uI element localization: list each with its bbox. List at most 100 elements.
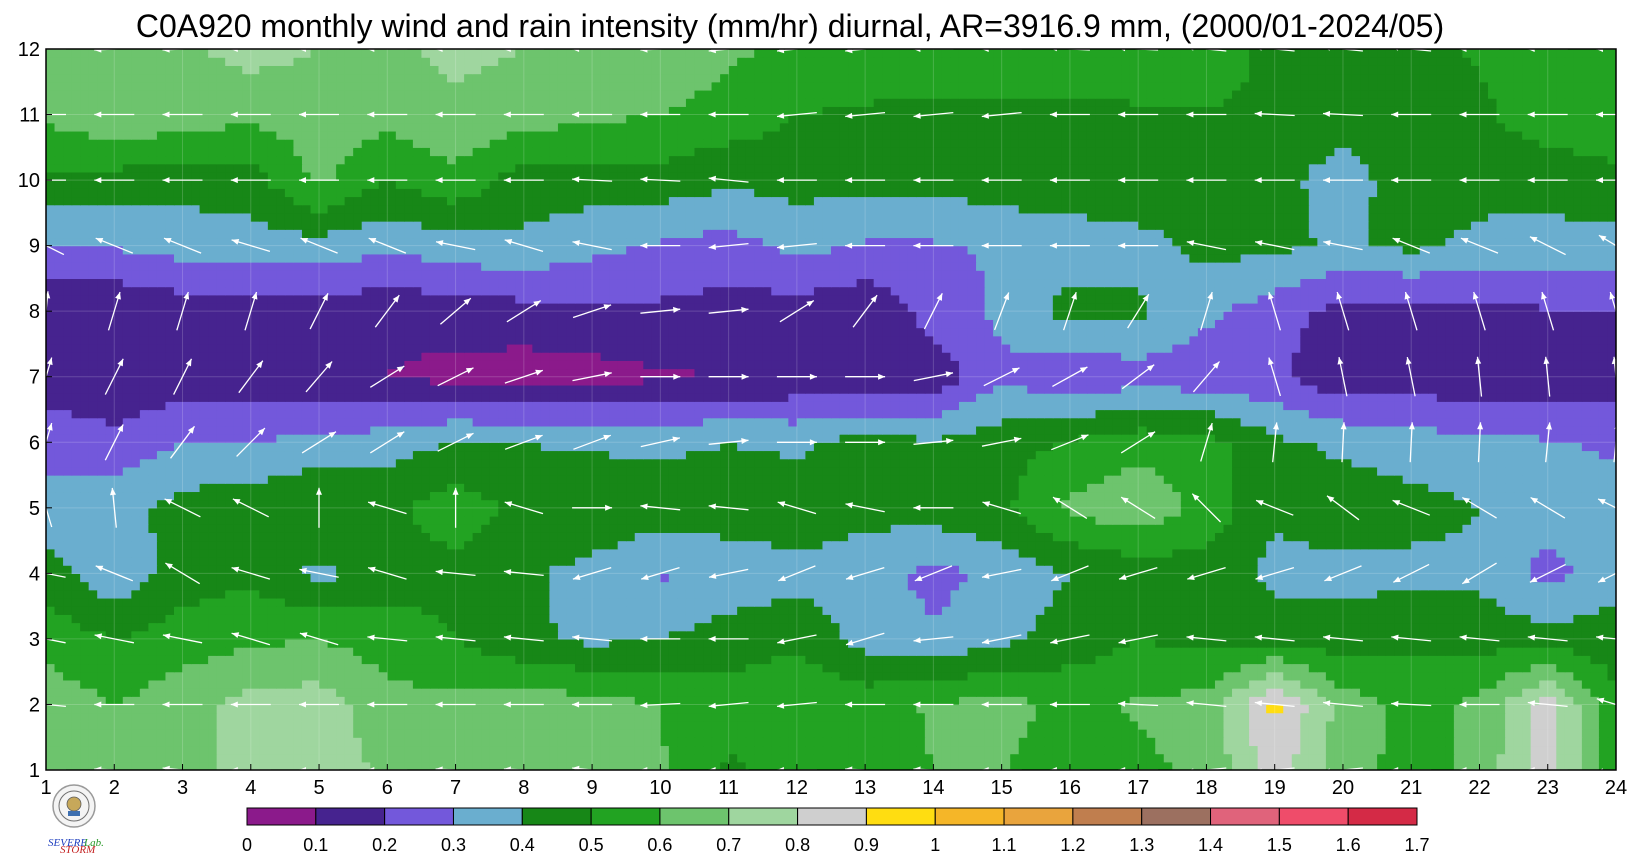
field-cell: [1505, 745, 1515, 755]
field-cell: [1436, 729, 1446, 738]
field-cell: [976, 573, 986, 583]
field-cell: [788, 753, 798, 763]
field-cell: [412, 688, 423, 697]
field-cell: [566, 696, 576, 706]
field-cell: [1581, 565, 1591, 574]
field-cell: [1001, 663, 1011, 673]
field-cell: [156, 671, 167, 681]
field-cell: [1001, 581, 1011, 591]
field-cell: [225, 556, 235, 566]
field-cell: [976, 647, 986, 656]
field-cell: [805, 761, 815, 770]
field-cell: [600, 573, 610, 583]
field-cell: [293, 737, 303, 747]
field-cell: [1052, 704, 1062, 714]
field-cell: [1300, 589, 1310, 599]
field-cell: [540, 737, 551, 747]
field-cell: [711, 565, 721, 574]
field-cell: [489, 688, 499, 697]
field-cell: [1462, 688, 1472, 697]
field-cell: [208, 622, 218, 632]
field-cell: [353, 688, 363, 697]
field-cell: [958, 688, 969, 697]
field-cell: [1564, 565, 1574, 574]
field-cell: [592, 720, 602, 730]
field-cell: [1223, 688, 1233, 697]
field-cell: [703, 696, 713, 706]
field-cell: [873, 573, 883, 583]
field-cell: [404, 729, 414, 738]
field-cell: [1035, 581, 1045, 591]
field-cell: [1436, 688, 1446, 697]
field-cell: [1488, 638, 1498, 648]
field-cell: [233, 548, 243, 558]
field-cell: [993, 573, 1003, 583]
field-cell: [1513, 671, 1523, 681]
field-cell: [353, 565, 363, 574]
field-cell: [634, 630, 644, 640]
field-cell: [1274, 597, 1284, 607]
field-cell: [1470, 696, 1481, 706]
field-cell: [353, 606, 363, 615]
field-cell: [1590, 655, 1600, 665]
field-cell: [933, 761, 943, 770]
field-cell: [822, 729, 832, 738]
field-cell: [916, 597, 926, 607]
field-cell: [421, 761, 431, 770]
field-cell: [813, 597, 824, 607]
field-cell: [1462, 671, 1472, 681]
field-cell: [634, 704, 644, 714]
field-cell: [737, 704, 747, 714]
field-cell: [993, 720, 1003, 730]
field-cell: [626, 573, 636, 583]
field-cell: [1249, 679, 1259, 689]
field-cell: [600, 753, 610, 763]
field-cell: [259, 606, 269, 615]
field-cell: [293, 573, 303, 583]
field-cell: [1061, 556, 1071, 566]
field-cell: [583, 655, 593, 665]
field-cell: [412, 589, 423, 599]
field-cell: [1351, 720, 1361, 730]
field-cell: [771, 556, 781, 566]
field-cell: [1078, 573, 1088, 583]
field-cell: [711, 630, 721, 640]
field-cell: [720, 614, 730, 624]
field-cell: [1052, 655, 1062, 665]
field-cell: [276, 745, 286, 755]
field-cell: [1300, 630, 1310, 640]
field-cell: [1505, 622, 1515, 632]
field-cell: [259, 671, 269, 681]
field-cell: [1274, 606, 1284, 615]
field-cell: [327, 606, 337, 615]
field-cell: [1573, 622, 1583, 632]
field-cell: [1530, 589, 1540, 599]
field-cell: [455, 737, 465, 747]
field-cell: [336, 597, 346, 607]
field-cell: [1283, 638, 1293, 648]
field-cell: [1411, 671, 1421, 681]
field-cell: [1069, 556, 1080, 566]
field-cell: [1189, 614, 1199, 624]
field-cell: [1180, 638, 1190, 648]
field-cell: [1172, 589, 1182, 599]
field-cell: [1590, 581, 1600, 591]
field-cell: [1018, 622, 1028, 632]
field-cell: [1232, 548, 1242, 558]
field-cell: [1411, 647, 1421, 656]
field-cell: [1428, 753, 1438, 763]
field-cell: [1351, 737, 1361, 747]
field-cell: [796, 729, 806, 738]
field-cell: [1539, 671, 1549, 681]
field-cell: [805, 647, 815, 656]
field-cell: [617, 589, 627, 599]
field-cell: [1249, 712, 1259, 722]
field-cell: [1402, 581, 1412, 591]
field-cell: [1377, 581, 1387, 591]
field-cell: [1342, 622, 1353, 632]
field-cell: [1291, 556, 1301, 566]
field-cell: [395, 737, 405, 747]
field-cell: [80, 663, 90, 673]
field-cell: [762, 729, 772, 738]
field-cell: [1590, 745, 1600, 755]
